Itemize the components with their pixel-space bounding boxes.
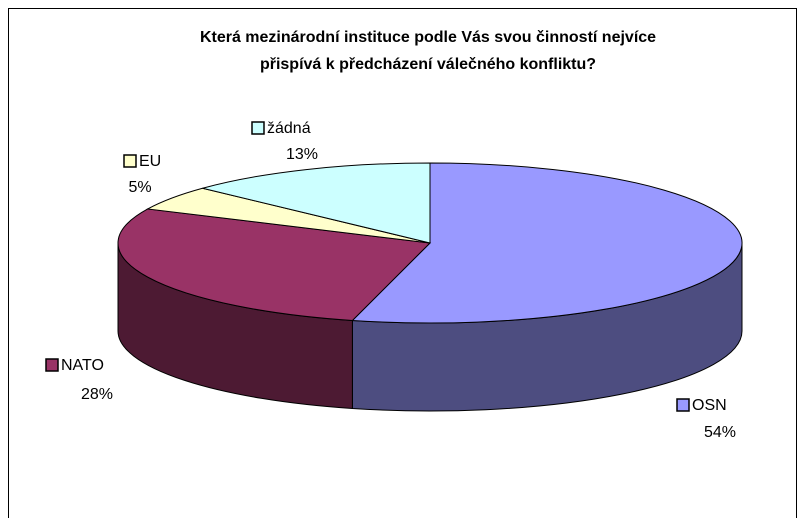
slice-label: žádná [267,120,311,137]
slice-label: NATO [61,357,104,374]
slice-value-label: 5% [128,179,151,196]
legend-swatch [676,398,690,412]
slice-value-label: 13% [286,146,318,163]
slice-value-label: 28% [81,386,113,403]
pie-slice [202,162,431,244]
chart-title: Která mezinárodní instituce podle Vás sv… [200,29,656,46]
legend-swatch [251,121,265,135]
legend-swatch [45,358,59,372]
chart-title: přispívá k předcházení válečného konflik… [260,56,596,73]
legend-swatch [123,154,137,168]
pie-slice [351,162,743,324]
slice-label: OSN [692,397,727,414]
slice-label: EU [139,153,161,170]
slice-value-label: 54% [704,424,736,441]
pie-slice [117,208,432,322]
